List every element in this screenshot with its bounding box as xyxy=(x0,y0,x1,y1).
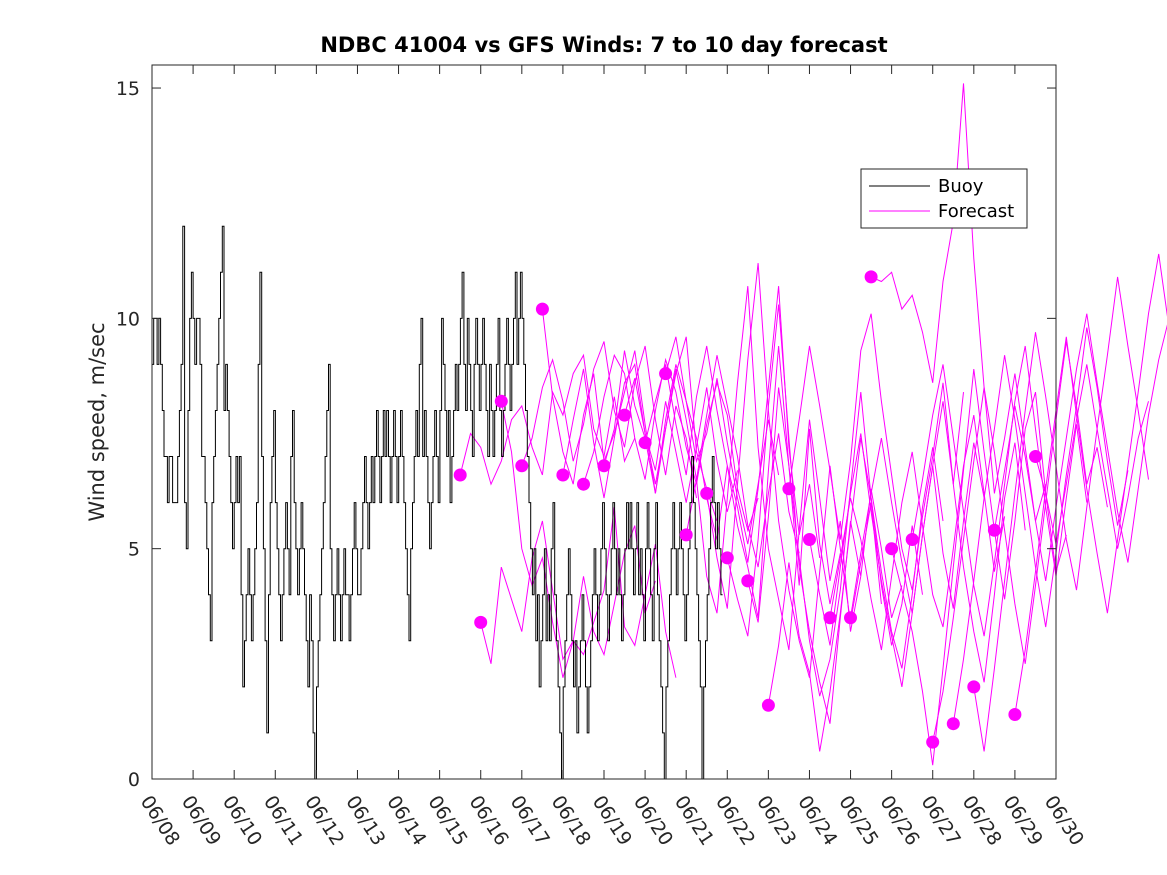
forecast-start-marker xyxy=(700,486,714,500)
buoy-series xyxy=(152,225,723,780)
y-tick-label: 15 xyxy=(116,78,140,100)
x-tick-label: 06/15 xyxy=(423,792,471,850)
forecast-start-marker xyxy=(577,477,590,491)
forecast-run-29 xyxy=(1035,364,1149,549)
y-tick-label: 0 xyxy=(128,769,140,791)
forecast-start-marker xyxy=(864,270,878,284)
forecast-start-marker xyxy=(535,302,549,316)
x-tick-label: 06/30 xyxy=(1040,792,1088,850)
forecast-start-marker xyxy=(987,523,1001,537)
forecast-start-marker xyxy=(474,615,488,629)
forecast-start-marker xyxy=(761,698,775,712)
x-tick-label: 06/13 xyxy=(341,792,389,850)
forecast-start-marker xyxy=(823,611,837,625)
y-tick-label: 10 xyxy=(116,308,140,330)
forecast-run-1 xyxy=(459,353,636,486)
forecast-run-14 xyxy=(726,304,903,724)
y-tick-label: 5 xyxy=(128,539,140,561)
legend-box xyxy=(860,168,1028,229)
forecast-start-marker xyxy=(515,459,529,473)
forecast-series xyxy=(459,83,1167,766)
x-tick-label: 06/29 xyxy=(999,792,1047,850)
x-tick-label: 06/11 xyxy=(259,792,307,850)
forecast-run-28 xyxy=(1014,253,1167,715)
x-tick-label: 06/09 xyxy=(177,792,225,850)
forecast-start-marker xyxy=(782,482,796,496)
forecast-start-marker xyxy=(885,542,899,556)
forecast-start-marker xyxy=(803,533,816,546)
forecast-start-marker xyxy=(926,735,940,749)
forecast-start-marker xyxy=(1029,450,1042,463)
x-tick-label: 06/24 xyxy=(793,792,841,850)
forecast-start-marker xyxy=(597,459,611,473)
forecast-run-25 xyxy=(952,327,1129,724)
forecast-start-marker xyxy=(453,468,467,482)
y-axis-ticks: 0 5 10 15 xyxy=(116,78,1056,791)
forecast-run-20 xyxy=(850,401,1026,683)
forecast-start-marker xyxy=(741,574,755,588)
forecast-start-marker xyxy=(844,611,857,625)
x-tick-label: 06/12 xyxy=(300,792,348,850)
forecast-run-12 xyxy=(685,286,862,651)
x-tick-label: 06/27 xyxy=(917,792,965,850)
forecast-start-marker xyxy=(638,436,652,450)
forecast-start-marker xyxy=(1008,708,1022,721)
x-tick-label: 06/16 xyxy=(465,792,513,850)
legend-buoy-label: Buoy xyxy=(938,176,984,197)
forecast-run-6 xyxy=(562,362,738,512)
forecast-run-19 xyxy=(829,415,1006,651)
forecast-run-26 xyxy=(973,276,1149,752)
x-tick-label: 06/18 xyxy=(547,792,595,850)
forecast-start-marker xyxy=(556,468,570,482)
legend-forecast-label: Forecast xyxy=(938,201,1014,222)
buoy-line xyxy=(152,225,723,780)
forecast-start-marker xyxy=(679,528,693,542)
forecast-start-marker xyxy=(494,394,508,408)
forecast-run-17 xyxy=(788,313,964,591)
forecast-start-marker xyxy=(905,533,919,546)
x-tick-label: 06/28 xyxy=(958,792,1006,850)
x-tick-label: 06/14 xyxy=(382,792,430,850)
forecast-start-marker xyxy=(720,551,734,565)
x-tick-label: 06/17 xyxy=(506,792,554,850)
chart-title: NDBC 41004 vs GFS Winds: 7 to 10 day for… xyxy=(320,33,887,57)
forecast-run-21 xyxy=(870,83,1047,522)
forecast-start-marker xyxy=(618,408,631,422)
forecast-run-9 xyxy=(624,355,800,568)
legend: Buoy Forecast xyxy=(860,168,1028,229)
x-tick-label: 06/26 xyxy=(875,792,923,850)
x-tick-label: 06/25 xyxy=(834,792,882,850)
forecast-run-22 xyxy=(891,368,1067,766)
forecast-run-27 xyxy=(993,313,1167,581)
x-tick-label: 06/22 xyxy=(711,792,759,850)
x-tick-label: 06/21 xyxy=(670,792,718,850)
forecast-run-5 xyxy=(541,309,718,522)
x-tick-label: 06/19 xyxy=(588,792,636,850)
forecast-start-marker xyxy=(659,367,673,381)
forecast-run-24 xyxy=(932,341,1108,743)
forecast-start-marker xyxy=(967,680,981,694)
x-tick-label: 06/23 xyxy=(752,792,800,850)
y-axis-label: Wind speed, m/sec xyxy=(85,322,109,521)
forecast-start-markers xyxy=(453,270,1042,749)
x-tick-label: 06/08 xyxy=(136,792,184,850)
forecast-run-3 xyxy=(500,401,677,678)
forecast-run-18 xyxy=(809,433,985,687)
forecast-start-marker xyxy=(946,717,960,731)
x-tick-label: 06/10 xyxy=(218,792,266,850)
forecast-run-23 xyxy=(911,345,1088,637)
x-tick-label: 06/20 xyxy=(629,792,677,850)
